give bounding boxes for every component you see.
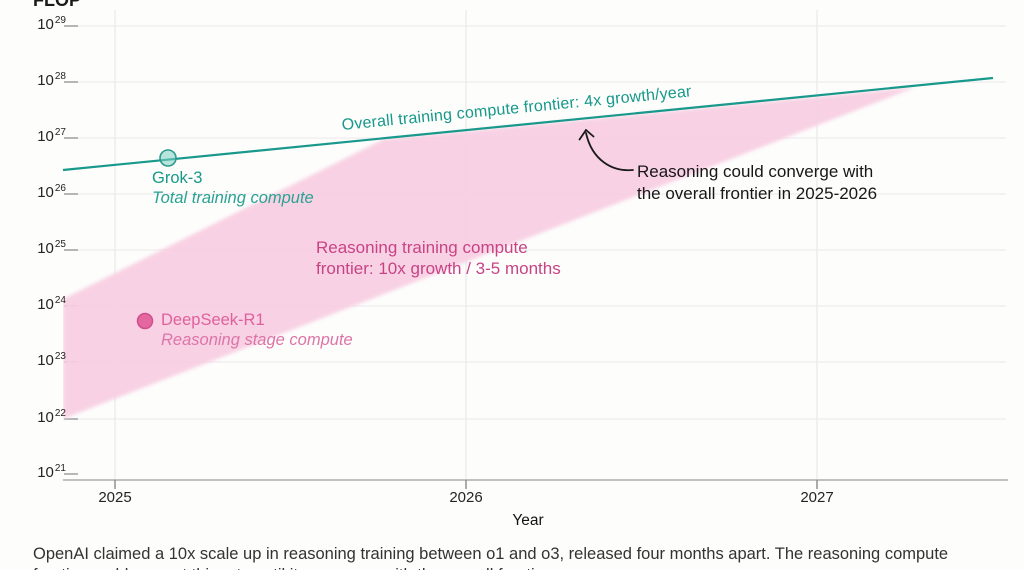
reasoning-band-label-line1: Reasoning training compute	[316, 238, 528, 257]
x-axis-title: Year	[512, 512, 544, 529]
grok3-label: Grok-3	[152, 169, 203, 187]
y-tick-1e26: 1026	[37, 183, 66, 202]
annotation-arrow	[578, 129, 634, 172]
deepseek-r1-sublabel: Reasoning stage compute	[161, 331, 353, 349]
grok3-sublabel: Total training compute	[152, 189, 314, 207]
x-tick-2026: 2026	[449, 489, 483, 506]
convergence-annotation-line1: Reasoning could converge with	[637, 162, 874, 181]
y-tick-1e25: 1025	[37, 239, 66, 258]
overall-frontier-line	[62, 76, 994, 172]
y-tick-1e22: 1022	[37, 408, 66, 427]
reasoning-band-label: Reasoning training compute frontier: 10x…	[316, 237, 561, 279]
x-axis-ticks	[114, 480, 818, 489]
deepseek-r1-marker	[136, 312, 154, 330]
y-tick-1e28: 1028	[37, 71, 66, 90]
caption-line2-cutoff: frontier could grow at this rate until i…	[33, 566, 553, 570]
y-tick-1e24: 1024	[37, 295, 66, 314]
y-tick-1e23: 1023	[37, 351, 66, 370]
deepseek-r1-label: DeepSeek-R1	[161, 311, 265, 329]
convergence-annotation-line2: the overall frontier in 2025-2026	[637, 183, 878, 203]
y-tick-1e29: 1029	[37, 15, 66, 34]
y-axis-title: FLOP	[33, 0, 81, 10]
grok3-marker	[159, 149, 177, 167]
reasoning-band-label-line2: frontier: 10x growth / 3-5 months	[316, 259, 561, 278]
x-tick-2027: 2027	[800, 489, 834, 506]
y-tick-1e27: 1027	[37, 127, 66, 146]
x-tick-2025: 2025	[98, 489, 132, 506]
reasoning-band-area	[63, 87, 916, 419]
convergence-annotation: Reasoning could converge with the overal…	[637, 161, 877, 204]
y-tick-1e21: 1021	[37, 463, 66, 482]
caption-line1: OpenAI claimed a 10x scale up in reasoni…	[33, 545, 949, 563]
